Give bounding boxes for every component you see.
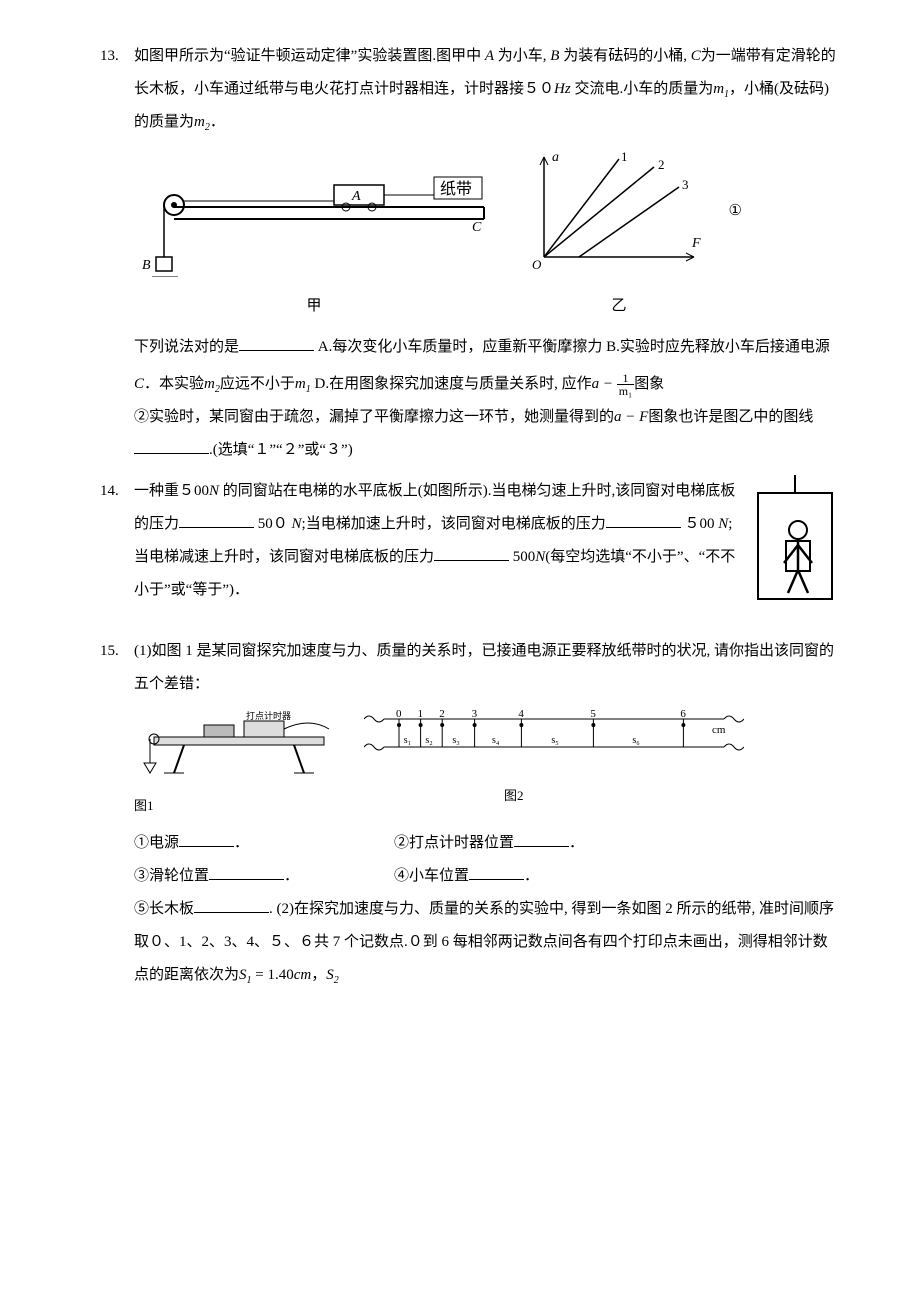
blank[interactable] [606,512,681,528]
apparatus-svg: B A 纸带 C [134,157,494,277]
af-graph-svg: 1 2 3 a F O [524,147,714,277]
svg-text:1: 1 [418,708,424,720]
q15-row3: ⑤长木板. (2)在探究加速度与力、质量的关系的实验中, 得到一条如图 2 所示… [134,893,840,992]
blank[interactable] [469,864,524,880]
label-B: B [142,258,151,273]
svg-text:3: 3 [682,177,689,192]
q13-options: 下列说法对的是 A.每次变化小车质量时，应重新平衡摩擦力 B.实验时应先释放小车… [134,331,840,364]
blank[interactable] [179,831,234,847]
circled-1: ① [729,195,742,228]
q15-figures: 打点计时器 图1 01s₁2s₂3s₃4s₄5s₅6s₆ c [134,707,840,821]
q15-row2: ③滑轮位置． ④小车位置． [134,860,840,893]
q14-number: 14. [100,475,134,607]
figure-2: 0 1 s₁ 2 s₂ 3 s₃ 4 s₄ 5 s₅ 6 s₆ cm 图2 [364,707,744,811]
q13-text: 如图甲所示为“验证牛顿运动定律”实验装置图.图甲中 A 为小车, B 为装有砝码… [134,48,836,130]
caption-fig2: 图2 [504,782,744,811]
svg-text:s₆: s₆ [632,735,640,746]
svg-text:1: 1 [621,149,628,164]
question-14: 14. 一种重５00N 的同窗站在电梯的水平底板上(如图所示).当电梯匀速上升时… [100,475,840,607]
elevator-icon [750,475,840,605]
blank[interactable] [179,512,254,528]
svg-text:3: 3 [472,708,478,720]
q15-number: 15. [100,635,134,992]
label-A: A [351,189,361,204]
svg-text:0: 0 [396,708,402,720]
blank[interactable] [434,545,509,561]
svg-text:s₂: s₂ [425,735,432,746]
svg-text:2: 2 [658,157,665,172]
caption-jia: 甲 [134,290,494,323]
svg-text:s₅: s₅ [551,735,558,746]
svg-text:s₄: s₄ [492,735,500,746]
setup-svg: 打点计时器 [134,707,334,777]
svg-text:O: O [532,257,542,272]
q13-body: 如图甲所示为“验证牛顿运动定律”实验装置图.图甲中 A 为小车, B 为装有砝码… [134,40,840,467]
ruler-svg: 0 1 s₁ 2 s₂ 3 s₃ 4 s₄ 5 s₅ 6 s₆ cm [364,707,744,767]
figure-1: 打点计时器 图1 [134,707,334,821]
q14-text: 一种重５00N 的同窗站在电梯的水平底板上(如图所示).当电梯匀速上升时,该同窗… [134,475,740,607]
svg-text:2: 2 [439,708,445,720]
svg-text:5: 5 [590,708,596,720]
q14-body: 一种重５00N 的同窗站在电梯的水平底板上(如图所示).当电梯匀速上升时,该同窗… [134,475,840,607]
svg-text:打点计时器: 打点计时器 [246,710,291,721]
blank[interactable] [194,897,269,913]
q13-part2: ②实验时，某同窗由于疏忽，漏掉了平衡摩擦力这一环节，她测量得到的a − F图象也… [134,401,840,467]
q13-opt-cd: C．本实验m2应远不小于m1 D.在用图象探究加速度与质量关系时, 应作a − … [134,368,840,401]
svg-text:6: 6 [680,708,686,720]
svg-text:s₁: s₁ [404,735,411,746]
blank[interactable] [514,831,569,847]
caption-yi: 乙 [524,290,714,323]
svg-text:4: 4 [518,708,524,720]
blank[interactable] [239,335,314,351]
svg-text:s₃: s₃ [452,735,459,746]
q15-body: (1)如图 1 是某同窗探究加速度与力、质量的关系时，已接通电源正要释放纸带时的… [134,635,840,992]
svg-text:cm: cm [712,724,726,736]
q15-p1: (1)如图 1 是某同窗探究加速度与力、质量的关系时，已接通电源正要释放纸带时的… [134,635,840,701]
question-15: 15. (1)如图 1 是某同窗探究加速度与力、质量的关系时，已接通电源正要释放… [100,635,840,992]
question-13: 13. 如图甲所示为“验证牛顿运动定律”实验装置图.图甲中 A 为小车, B 为… [100,40,840,467]
figure-jia: B A 纸带 C 甲 [134,157,494,323]
blank[interactable] [134,438,209,454]
q13-number: 13. [100,40,134,467]
figure-yi: 1 2 3 a F O ① 乙 [524,147,714,323]
q15-row1: ①电源． ②打点计时器位置． [134,827,840,860]
q13-figures: B A 纸带 C 甲 [134,147,840,323]
svg-text:a: a [552,150,559,165]
tape-label: 纸带 [440,180,472,198]
label-C: C [472,220,482,235]
caption-fig1: 图1 [134,792,334,821]
blank[interactable] [209,864,284,880]
svg-text:F: F [691,236,701,251]
